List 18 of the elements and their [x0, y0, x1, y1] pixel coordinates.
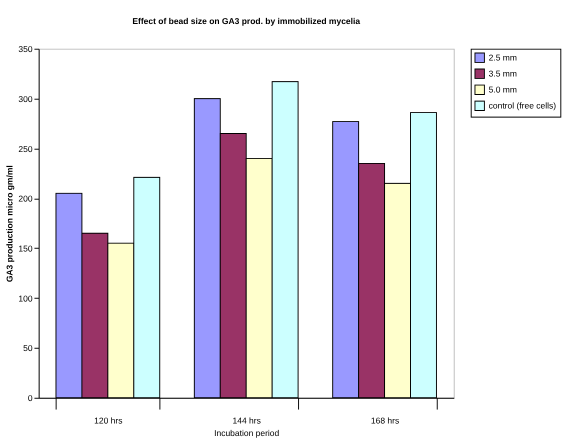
x-tick-label: 168 hrs [370, 416, 400, 426]
x-tick-label: 144 hrs [232, 416, 261, 426]
y-tick-label: 250 [18, 144, 33, 154]
y-tick-label: 300 [18, 94, 33, 104]
legend-label: 5.0 mm [488, 84, 517, 95]
x-tick-label: 120 hrs [94, 416, 122, 426]
legend-label: control (free cells) [488, 100, 556, 111]
y-tick-label: 150 [18, 243, 33, 254]
y-axis-title: GA3 production micro gm/ml [4, 165, 15, 282]
y-tick-label: 350 [18, 44, 33, 54]
x-axis-title: Incubation period [214, 428, 280, 438]
y-tick-label: 50 [23, 343, 33, 354]
y-tick-label: 0 [28, 393, 33, 404]
y-tick-label: 100 [18, 293, 33, 304]
legend-label: 2.5 mm [488, 52, 517, 63]
chart-title: Effect of bead size on GA3 prod. by immobilized mycelia [132, 16, 360, 26]
y-tick-label: 200 [18, 194, 33, 204]
legend-label: 3.5 mm [488, 68, 517, 79]
